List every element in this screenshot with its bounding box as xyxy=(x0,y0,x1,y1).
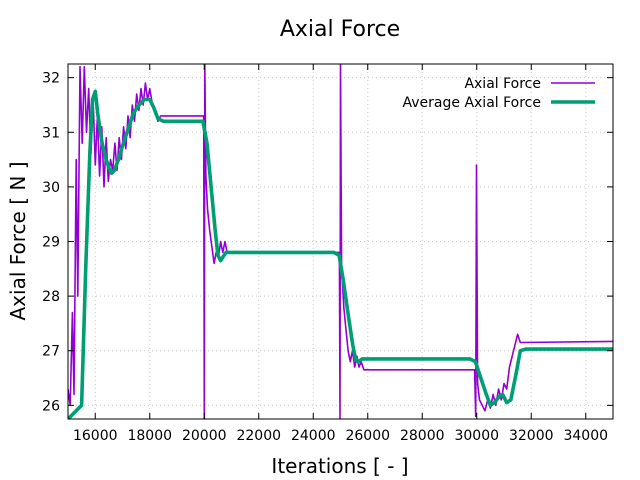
x-tick-label: 32000 xyxy=(509,428,554,444)
x-tick-label: 22000 xyxy=(236,428,281,444)
x-tick-label: 20000 xyxy=(182,428,227,444)
ticks: 16000 18000 20000 22000 24000 26000 28000 30000… xyxy=(42,64,613,444)
series-line-axial-force xyxy=(68,64,613,419)
legend-label: Average Axial Force xyxy=(403,95,542,111)
series-line-average-axial-force xyxy=(68,89,613,419)
x-tick-label: 16000 xyxy=(73,428,118,444)
y-tick-label: 30 xyxy=(42,180,60,196)
y-tick-label: 27 xyxy=(42,344,60,360)
x-tick-label: 24000 xyxy=(291,428,336,444)
legend: Axial Force Average Axial Force xyxy=(403,76,595,111)
legend-label: Axial Force xyxy=(464,76,541,92)
series-layer xyxy=(68,64,613,419)
x-tick-label: 34000 xyxy=(563,428,608,444)
y-tick-label: 32 xyxy=(42,71,60,87)
x-tick-label: 26000 xyxy=(345,428,390,444)
chart-title: Axial Force xyxy=(280,17,400,42)
y-tick-label: 31 xyxy=(42,125,60,141)
y-tick-label: 28 xyxy=(42,289,60,305)
x-tick-label: 30000 xyxy=(454,428,499,444)
y-axis-label: Axial Force [ N ] xyxy=(6,162,30,321)
x-tick-label: 18000 xyxy=(127,428,172,444)
y-tick-label: 26 xyxy=(42,398,60,414)
plot-area xyxy=(67,63,614,420)
y-tick-label: 29 xyxy=(42,235,60,251)
x-axis-label: Iterations [ - ] xyxy=(271,454,408,478)
x-tick-label: 28000 xyxy=(400,428,445,444)
